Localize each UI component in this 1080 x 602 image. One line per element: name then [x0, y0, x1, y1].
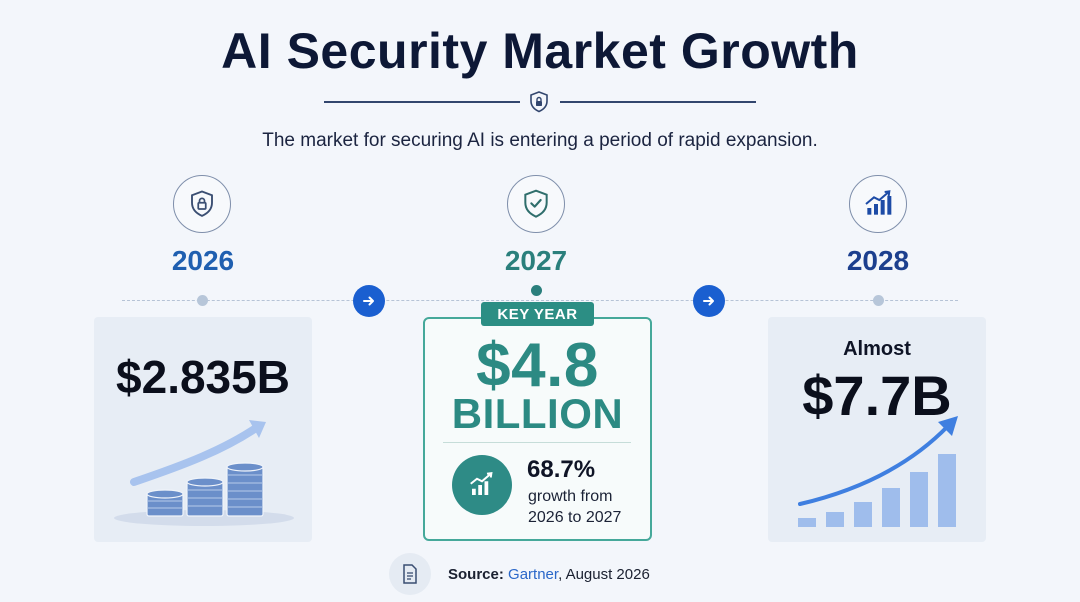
card-divider — [443, 442, 631, 443]
shield-lock-icon — [530, 91, 548, 113]
source-citation: Source: Gartner, August 2026 — [448, 566, 650, 583]
value-2026: $2.835B — [116, 351, 290, 403]
timeline-line — [122, 300, 958, 301]
source-date: , August 2026 — [558, 566, 650, 583]
growth-caption-line1: growth from — [528, 488, 613, 505]
growth-caption: growth from 2026 to 2027 — [528, 486, 621, 528]
icon-2027 — [507, 175, 565, 233]
key-year-badge: KEY YEAR — [481, 302, 594, 326]
document-icon — [389, 553, 431, 595]
value-2028-prefix: Almost — [843, 338, 911, 360]
timeline-node-2028 — [873, 295, 884, 306]
title-divider-right — [560, 101, 756, 103]
value-2028: $7.7B — [802, 364, 952, 427]
arrow-right-icon — [353, 285, 385, 317]
timeline-node-2026 — [197, 295, 208, 306]
arrow-right-icon — [693, 285, 725, 317]
icon-2026 — [173, 175, 231, 233]
rising-bars-illustration — [798, 416, 958, 527]
value-2027: $4.8 — [476, 331, 599, 400]
title-divider-left — [324, 101, 520, 103]
icon-2028 — [849, 175, 907, 233]
growth-chart-icon — [452, 455, 512, 515]
bar-chart-growth-icon — [865, 190, 892, 215]
growth-percent: 68.7% — [527, 456, 596, 483]
timeline-node-2027 — [531, 285, 542, 296]
year-2028: 2028 — [846, 245, 910, 276]
year-2026: 2026 — [171, 245, 235, 276]
source-label: Source: — [448, 566, 504, 583]
shield-check-icon — [524, 189, 548, 218]
growth-caption-line2: 2026 to 2027 — [528, 509, 622, 526]
page-title: AI Security Market Growth — [221, 23, 859, 79]
page-subtitle: The market for securing AI is entering a… — [262, 130, 818, 151]
coin-stacks-illustration — [114, 420, 294, 526]
year-2027: 2027 — [504, 245, 568, 276]
value-2027-unit: BILLION — [451, 390, 624, 437]
source-link[interactable]: Gartner — [508, 566, 559, 583]
shield-lock-icon — [191, 190, 213, 217]
